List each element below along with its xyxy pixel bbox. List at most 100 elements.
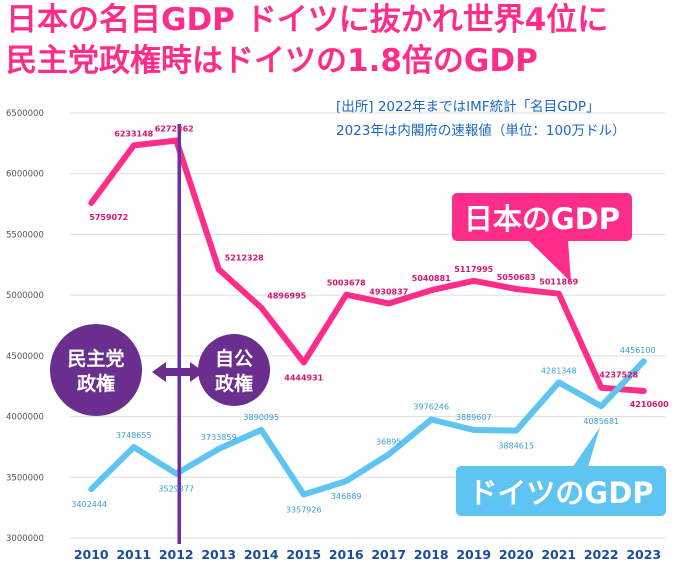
japan-point	[217, 267, 221, 271]
japan-data-label: 5050683	[497, 273, 536, 282]
germany-data-label: 3733859	[201, 433, 237, 442]
x-tick-label: 2023	[626, 547, 661, 562]
germany-data-label: 3884615	[498, 442, 534, 451]
japan-point	[387, 302, 391, 306]
main-title: 日本の名目GDP ドイツに抜かれ世界4位に	[6, 2, 609, 38]
japan-point	[89, 201, 93, 205]
germany-data-label: 3357926	[286, 506, 322, 515]
germany-point	[132, 445, 136, 449]
japan-data-label: 4896995	[267, 292, 306, 301]
x-tick-label: 2021	[541, 547, 576, 562]
japan-point	[599, 386, 603, 390]
x-tick-label: 2011	[116, 547, 151, 562]
japan-data-label: 5117995	[454, 265, 493, 274]
germany-data-label: 4281348	[541, 366, 577, 375]
japan-data-label: 5011869	[539, 278, 578, 287]
y-tick-label: 5000000	[6, 291, 44, 301]
x-tick-label: 2018	[414, 547, 449, 562]
germany-point	[259, 428, 263, 432]
japan-callout-pointer	[528, 240, 571, 282]
japan-point	[472, 279, 476, 283]
subtitle: 民主党政権時はドイツの1.8倍のGDP	[6, 43, 538, 79]
germany-data-label: 3529377	[158, 485, 194, 494]
y-tick-label: 3500000	[6, 473, 44, 483]
germany-point	[599, 404, 603, 408]
germany-point	[472, 428, 476, 432]
y-tick-label: 3000000	[6, 534, 44, 544]
x-tick-label: 2010	[74, 547, 109, 562]
germany-data-label: 36895	[376, 437, 401, 446]
germany-point	[557, 380, 561, 384]
x-tick-label: 2020	[499, 547, 534, 562]
japan-data-label: 5003678	[327, 279, 366, 288]
japan-data-label: 5040881	[412, 274, 451, 283]
japan-data-label: 5212328	[225, 253, 264, 262]
y-axis: 6500000 6000000 5500000 5000000 4500000 40000…	[6, 109, 44, 544]
germany-gdp-line	[88, 358, 647, 498]
japan-data-label: 6233148	[114, 129, 153, 138]
japan-data-label: 5759072	[89, 213, 128, 222]
x-tick-label: 2022	[584, 547, 619, 562]
x-tick-label: 2013	[201, 547, 236, 562]
y-tick-label: 4500000	[6, 352, 44, 362]
germany-point	[89, 487, 93, 491]
ldp-government-badge-text-1: 自公	[215, 347, 253, 370]
x-tick-label: 2016	[329, 547, 364, 562]
dpj-government-badge: 民主党政権	[50, 324, 142, 416]
japan-data-label: 4237528	[599, 371, 638, 380]
germany-point	[514, 429, 518, 433]
japan-point	[132, 143, 136, 147]
germany-data-label: 346889	[331, 492, 362, 501]
dpj-government-badge-text-1: 民主党	[67, 347, 124, 370]
japan-point	[344, 293, 348, 297]
y-tick-label: 6500000	[6, 109, 44, 119]
x-tick-label: 2012	[159, 547, 194, 562]
germany-callout-label: ドイツのGDP	[468, 476, 653, 510]
germany-point	[302, 493, 306, 497]
germany-data-label: 3748655	[116, 431, 152, 440]
y-tick-label: 6000000	[6, 170, 44, 180]
germany-point	[642, 359, 646, 363]
japan-gdp-callout: 日本のGDP	[452, 193, 632, 282]
grid-lines	[70, 112, 665, 539]
germany-callout-pointer	[568, 427, 600, 474]
x-tick-label: 2017	[371, 547, 406, 562]
japan-data-label: 6272362	[155, 125, 194, 134]
double-arrow-icon	[152, 362, 204, 382]
x-tick-label: 2019	[456, 547, 491, 562]
japan-point	[642, 389, 646, 393]
germany-point	[387, 452, 391, 456]
japan-callout-label: 日本のGDP	[464, 202, 620, 236]
germany-data-label: 3976246	[413, 402, 449, 411]
japan-point	[557, 292, 561, 296]
germany-callout-box	[456, 466, 666, 516]
japan-point	[429, 288, 433, 292]
japan-point	[514, 287, 518, 291]
germany-data-label: 3890095	[243, 413, 279, 422]
germany-gdp-callout: ドイツのGDP	[456, 427, 666, 516]
x-tick-label: 2015	[286, 547, 321, 562]
japan-callout-box	[452, 193, 632, 241]
japan-gdp-line	[88, 137, 647, 394]
germany-point	[217, 447, 221, 451]
dpj-government-badge-text-2: 政権	[77, 372, 115, 395]
germany-data-label: 3402444	[71, 500, 107, 509]
germany-data-label: 3889607	[456, 413, 492, 422]
japan-point	[174, 139, 178, 143]
japan-data-label: 4930837	[369, 288, 408, 297]
germany-data-label: 4456100	[620, 346, 656, 355]
x-axis: 2010 2011 2012 2013 2014 2015 2016 2017 2018 2019…	[74, 547, 661, 562]
japan-point	[259, 306, 263, 310]
source-note-2: 2023年は内閣府の速報値（単位：100万ドル）	[336, 123, 626, 139]
y-tick-label: 5500000	[6, 230, 44, 240]
x-tick-label: 2014	[244, 547, 279, 562]
ldp-government-badge-circle	[198, 334, 270, 406]
series-layer	[88, 137, 647, 498]
y-tick-label: 4000000	[6, 413, 44, 423]
ldp-government-badge-text-2: 政権	[215, 372, 253, 395]
japan-data-label: 4444931	[284, 374, 323, 383]
